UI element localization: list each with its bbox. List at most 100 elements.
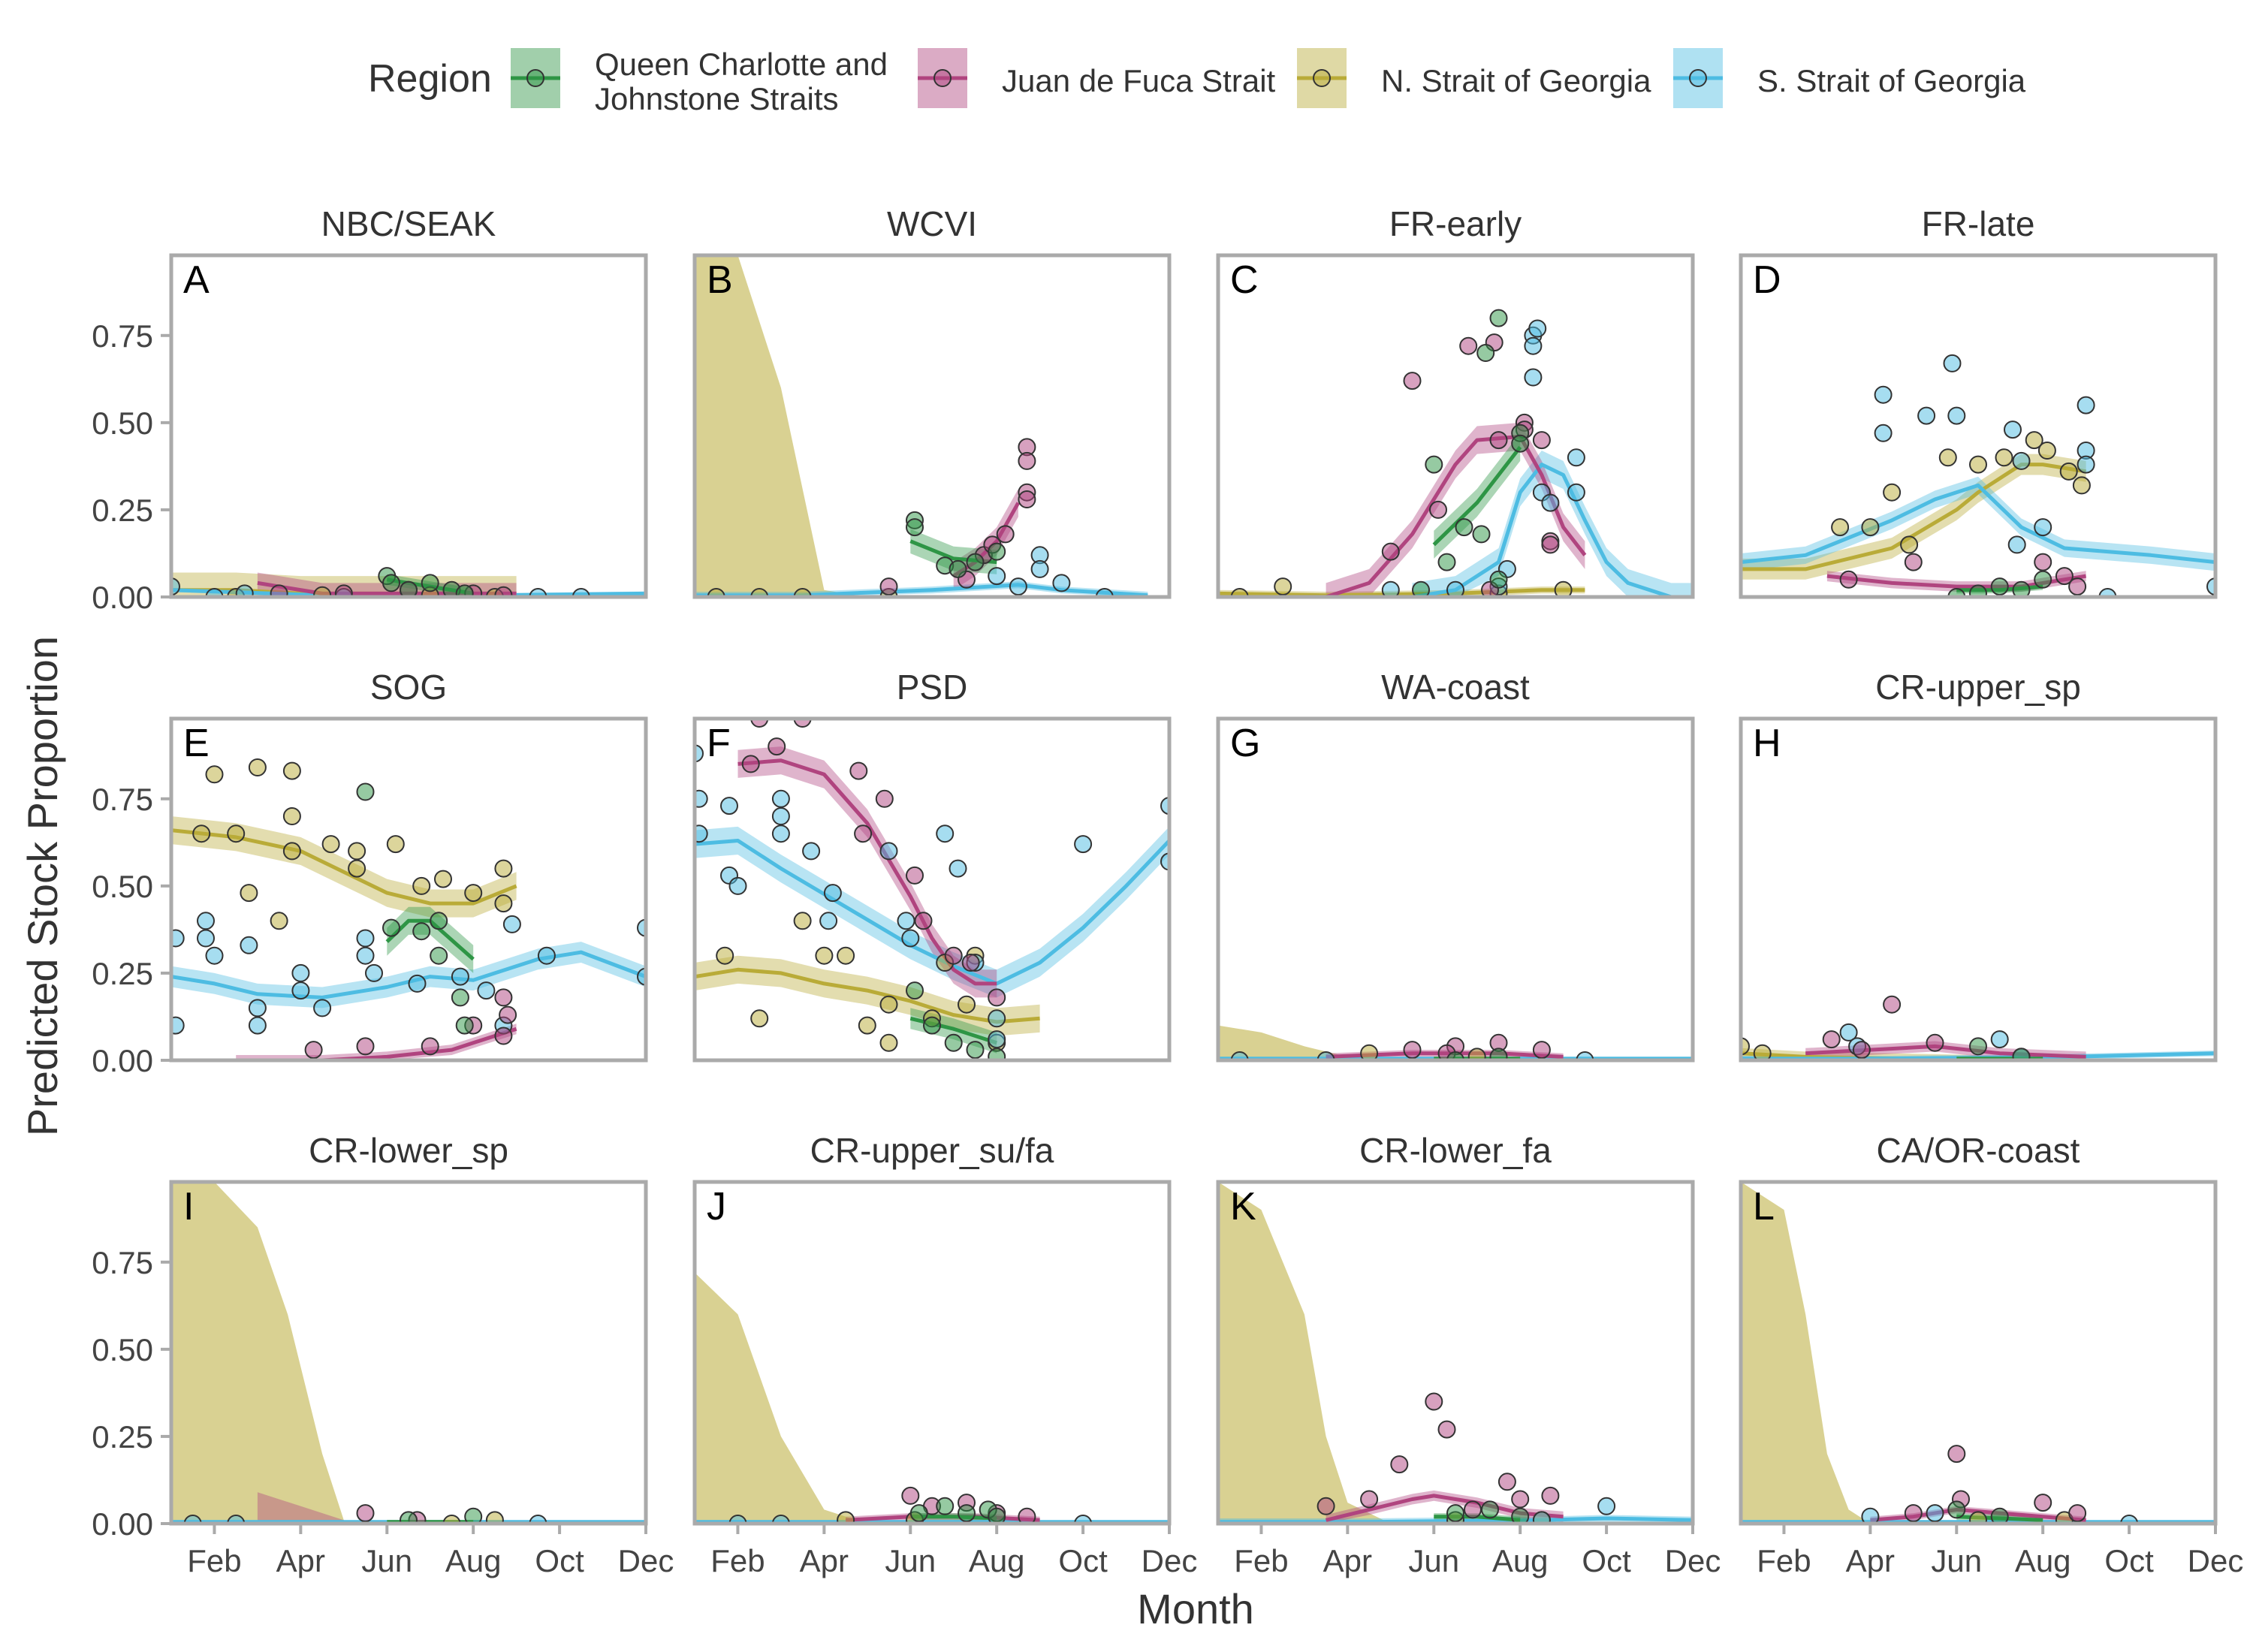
point-ssog xyxy=(695,789,708,808)
point-ssog xyxy=(197,912,215,930)
panel-background xyxy=(1218,719,1693,1060)
point-jdf xyxy=(1839,570,1858,589)
point-nsog xyxy=(240,884,258,903)
point-ssog xyxy=(235,584,254,597)
band-nsog xyxy=(695,1272,867,1524)
legend-label: Queen Charlotte and xyxy=(595,47,888,82)
point-nsog xyxy=(1753,1044,1772,1060)
point-jdf xyxy=(356,1504,375,1523)
point-nsog xyxy=(1831,518,1850,537)
legend-key-point xyxy=(1313,69,1331,87)
panel-border xyxy=(169,716,648,1063)
point-ssog xyxy=(365,963,383,982)
x-tick-label: Dec xyxy=(618,1543,674,1578)
point-qc xyxy=(1969,1037,1987,1056)
panels: NBC/SEAKA0.000.250.500.75WCVIBFR-earlyCF… xyxy=(92,204,2243,1578)
panel-I: CR-lower_sp I 0.00 0.25 0.50 0.75 Feb Apr Jun Aug… xyxy=(92,1131,674,1578)
point-qc xyxy=(1990,577,2009,596)
point-ssog xyxy=(171,577,180,596)
point-qc xyxy=(455,1016,474,1035)
point-ssog xyxy=(988,1009,1006,1028)
line-qc xyxy=(1432,445,1522,547)
point-ssog xyxy=(1528,319,1547,338)
point-nsog xyxy=(205,765,224,784)
x-tick-label: Jun xyxy=(361,1543,412,1578)
point-ssog xyxy=(537,946,556,965)
point-nsog xyxy=(248,758,267,776)
x-tick-label: Dec xyxy=(2188,1543,2244,1578)
point-ssog xyxy=(1947,406,1966,425)
point-jdf xyxy=(1904,553,1923,571)
point-ssog xyxy=(227,1515,246,1524)
point-qc xyxy=(1412,580,1430,597)
point-qc xyxy=(430,912,448,930)
panel-letter: K xyxy=(1230,1185,1256,1228)
panel-letter: G xyxy=(1230,722,1260,765)
point-ssog xyxy=(1381,580,1400,597)
point-qc xyxy=(1489,570,1508,589)
point-nsog xyxy=(1969,455,1987,474)
point-nsog xyxy=(485,1511,504,1524)
point-jdf xyxy=(906,866,924,885)
point-ssog xyxy=(2098,588,2117,597)
point-nsog xyxy=(1938,448,1957,467)
point-ssog xyxy=(2077,396,2095,415)
point-ssog xyxy=(819,912,838,930)
point-jdf xyxy=(849,761,868,780)
point-nsog xyxy=(282,761,301,780)
point-qc xyxy=(2034,570,2052,589)
point-ssog xyxy=(695,824,708,843)
x-tick-label: Jun xyxy=(1408,1543,1459,1578)
point-ssog xyxy=(1839,1023,1858,1042)
panel-border xyxy=(692,716,1172,1063)
point-qc xyxy=(1472,525,1491,544)
point-nsog xyxy=(386,835,405,854)
x-tick-label: Aug xyxy=(2015,1543,2071,1578)
point-jdf xyxy=(1390,1455,1409,1474)
point-jdf xyxy=(2055,567,2074,586)
plot-area xyxy=(1218,309,1693,597)
legend-title: Region xyxy=(368,57,492,101)
x-tick-label: Feb xyxy=(710,1543,765,1578)
band-nsog xyxy=(1218,1025,1391,1060)
point-ssog xyxy=(291,963,310,982)
plot-area xyxy=(695,719,1169,1060)
x-tick-label: Apr xyxy=(276,1543,325,1578)
point-ssog xyxy=(1874,385,1893,404)
point-nsog xyxy=(1274,577,1292,596)
point-qc xyxy=(936,1497,955,1515)
point-ssog xyxy=(171,1016,185,1035)
plot-area xyxy=(1741,354,2215,597)
point-nsog xyxy=(1900,535,1919,554)
point-jdf xyxy=(750,719,769,728)
point-jdf xyxy=(1018,1507,1036,1524)
point-jdf xyxy=(988,988,1006,1007)
panel-letter: L xyxy=(1753,1185,1775,1228)
point-ssog xyxy=(988,567,1006,586)
panel-border xyxy=(1739,716,2218,1063)
point-nsog xyxy=(227,824,246,843)
point-ssog xyxy=(477,981,496,1000)
point-qc xyxy=(1425,455,1443,474)
band-ssog xyxy=(1741,476,2215,571)
y-tick-label: 0.75 xyxy=(92,318,153,354)
panel-E: SOG E 0.00 0.25 0.50 0.75 xyxy=(92,668,648,1078)
point-nsog xyxy=(1230,588,1249,597)
point-nsog xyxy=(837,946,855,965)
point-jdf xyxy=(1883,995,1902,1014)
point-nsog xyxy=(1741,1037,1750,1056)
point-ssog xyxy=(248,999,267,1017)
y-tick-label: 0.75 xyxy=(92,1245,153,1280)
point-qc xyxy=(455,584,474,597)
point-ssog xyxy=(291,981,310,1000)
point-ssog xyxy=(356,929,375,948)
line-jdf xyxy=(737,758,997,986)
band-ssog xyxy=(1412,451,1693,597)
x-tick-label: Oct xyxy=(2104,1543,2154,1578)
x-tick-label: Oct xyxy=(535,1543,584,1578)
x-tick-label: Apr xyxy=(800,1543,849,1578)
point-qc xyxy=(2012,1048,2031,1060)
panel-C: FR-early C xyxy=(1216,204,1695,599)
legend-label: Juan de Fuca Strait xyxy=(1002,63,1276,98)
